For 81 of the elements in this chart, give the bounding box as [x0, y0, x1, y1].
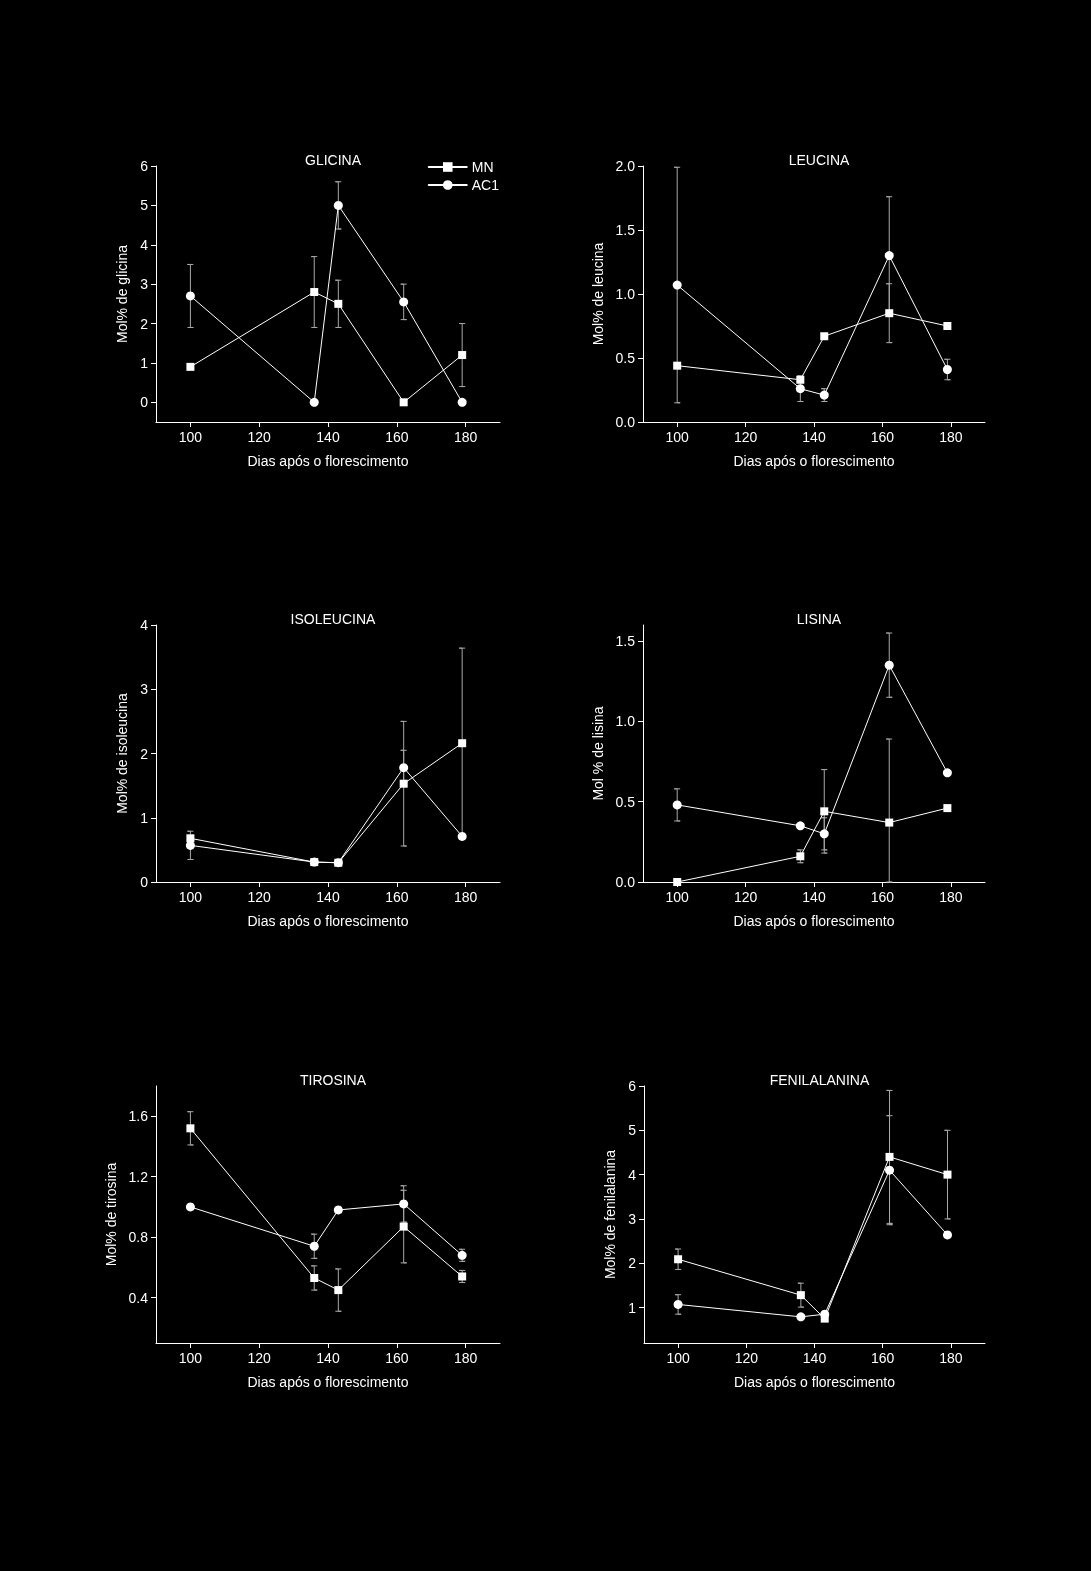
x-tick-label: 160: [385, 429, 409, 445]
x-tick-label: 160: [871, 1350, 895, 1366]
x-tick-label: 160: [385, 889, 409, 905]
x-tick-label: 180: [939, 889, 963, 905]
y-tick-label: 1.0: [615, 713, 636, 730]
chart-title: ISOLEUCINA: [290, 611, 377, 627]
y-tick-label: 1.5: [615, 222, 636, 238]
y-tick-label: 2: [140, 745, 149, 762]
y-tick-label: 3: [140, 276, 149, 293]
y-tick-label: 0.0: [615, 874, 636, 890]
y-tick-label: 0.5: [615, 350, 636, 366]
y-axis-title: Mol% de glicina: [114, 244, 131, 344]
chart-title: GLICINA: [304, 152, 362, 168]
x-tick-label: 100: [666, 1350, 690, 1366]
y-tick-label: 3: [140, 681, 149, 698]
x-tick-label: 160: [870, 429, 895, 445]
y-tick-label: 2: [628, 1255, 637, 1272]
y-tick-label: 0.0: [615, 414, 636, 430]
x-axis-title: Dias após o florescimento: [247, 453, 409, 469]
y-tick-label: 2: [140, 315, 149, 332]
y-tick-label: 0.5: [615, 793, 636, 810]
x-tick-label: 120: [733, 889, 758, 905]
y-tick-label: 3: [628, 1210, 637, 1227]
x-tick-label: 120: [734, 1350, 759, 1366]
y-tick-label: 4: [628, 1166, 637, 1183]
y-axis-title: Mol% de fenilalanina: [602, 1149, 619, 1280]
chart-title: TIROSINA: [299, 1072, 367, 1088]
x-tick-label: 140: [802, 1350, 827, 1366]
y-tick-label: 6: [140, 158, 149, 174]
legend-label: AC1: [471, 177, 500, 193]
y-tick-label: 1.0: [615, 286, 636, 302]
x-tick-label: 100: [665, 429, 690, 445]
x-tick-label: 100: [178, 429, 203, 445]
x-tick-label: 120: [247, 429, 272, 445]
y-tick-label: 0.8: [128, 1229, 149, 1246]
chart-title: FENILALANINA: [769, 1072, 870, 1088]
x-tick-label: 120: [247, 889, 272, 905]
x-tick-label: 100: [665, 889, 690, 905]
y-axis-title: Mol% de isoleucina: [114, 692, 131, 814]
y-tick-label: 1.6: [128, 1108, 149, 1125]
x-tick-label: 100: [178, 889, 203, 905]
x-tick-label: 160: [385, 1350, 409, 1366]
x-tick-label: 120: [247, 1350, 272, 1366]
y-axis-title: Mol% de leucina: [589, 242, 606, 346]
chart-title: LISINA: [796, 611, 842, 627]
x-tick-label: 160: [870, 889, 895, 905]
y-axis-title: Mol % de lisina: [589, 706, 606, 801]
x-axis-title: Dias após o florescimento: [733, 1374, 896, 1390]
legend-label: MN: [471, 159, 494, 175]
y-tick-label: 1: [628, 1299, 637, 1316]
y-tick-label: 2.0: [615, 158, 636, 174]
y-tick-label: 4: [140, 236, 149, 253]
x-axis-title: Dias após o florescimento: [247, 913, 409, 929]
y-tick-label: 0: [140, 394, 149, 411]
y-tick-label: 5: [628, 1122, 637, 1139]
y-tick-label: 1.5: [615, 633, 636, 650]
x-tick-label: 140: [802, 429, 826, 445]
y-axis-title: Mol% de tirosina: [102, 1162, 119, 1267]
y-tick-label: 1.2: [128, 1168, 149, 1185]
x-axis-title: Dias após o florescimento: [733, 453, 895, 469]
x-tick-label: 140: [316, 889, 340, 905]
x-tick-label: 180: [453, 429, 478, 445]
x-axis-title: Dias após o florescimento: [733, 913, 895, 929]
y-tick-label: 1: [140, 354, 149, 371]
x-tick-label: 180: [453, 889, 478, 905]
y-tick-label: 0.4: [128, 1289, 149, 1306]
y-tick-label: 5: [140, 197, 149, 214]
y-tick-label: 1: [140, 809, 149, 826]
x-tick-label: 120: [733, 429, 758, 445]
y-tick-label: 4: [140, 617, 149, 633]
x-axis-title: Dias após o florescimento: [247, 1374, 409, 1390]
x-tick-label: 100: [178, 1350, 203, 1366]
x-tick-label: 140: [316, 429, 340, 445]
chart-title: LEUCINA: [788, 152, 850, 168]
x-tick-label: 180: [453, 1350, 478, 1366]
y-tick-label: 6: [628, 1078, 637, 1094]
x-tick-label: 140: [316, 1350, 340, 1366]
x-tick-label: 180: [939, 429, 963, 445]
x-tick-label: 140: [802, 889, 826, 905]
y-tick-label: 0: [140, 874, 149, 890]
x-tick-label: 180: [939, 1350, 963, 1366]
